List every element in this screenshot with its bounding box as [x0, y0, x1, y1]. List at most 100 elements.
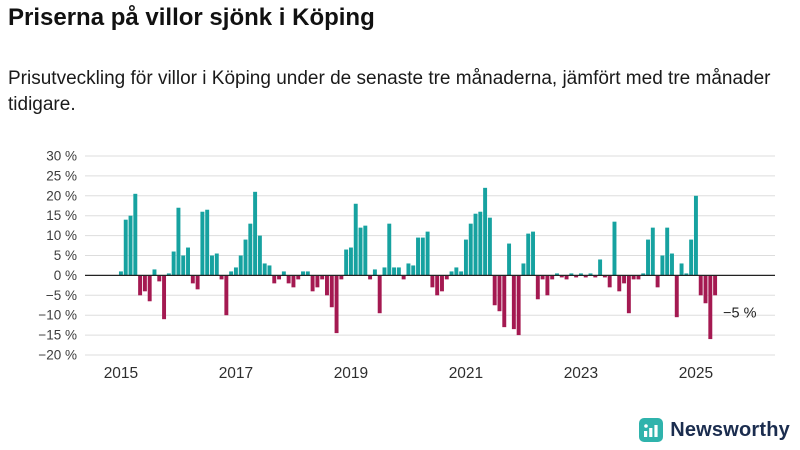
data-bar	[229, 271, 234, 276]
data-bar	[267, 265, 272, 276]
data-bar	[449, 271, 454, 276]
data-bar	[435, 275, 440, 296]
data-bar	[243, 239, 248, 276]
data-bar	[171, 251, 176, 276]
data-bar	[531, 231, 535, 276]
data-bar	[401, 275, 406, 280]
data-bar	[679, 263, 684, 276]
data-bar	[372, 269, 377, 276]
newsworthy-logo-icon	[639, 418, 664, 442]
data-bar	[368, 275, 373, 280]
data-bar	[559, 275, 564, 278]
data-bar	[444, 275, 449, 280]
data-bar	[353, 203, 358, 276]
data-bar	[262, 263, 267, 276]
data-bar	[655, 275, 660, 288]
data-bar	[238, 255, 243, 276]
data-bar	[186, 247, 190, 276]
data-bar	[545, 275, 550, 296]
data-bar	[176, 207, 181, 276]
data-bar	[670, 253, 674, 276]
data-bar	[315, 275, 320, 288]
data-bar	[162, 275, 167, 320]
data-bar	[277, 275, 282, 280]
y-axis-tick-label: −5 %	[46, 288, 77, 303]
data-bar	[420, 237, 425, 276]
y-axis-tick-label: 20 %	[46, 188, 77, 203]
data-bar	[253, 191, 258, 276]
data-bar	[698, 275, 703, 296]
y-axis-tick-label: −20 %	[38, 348, 77, 363]
data-bar	[257, 235, 262, 276]
data-bar	[377, 275, 382, 314]
data-bar	[713, 275, 718, 296]
data-bar	[478, 211, 483, 276]
data-bar	[224, 275, 229, 316]
data-bar	[636, 275, 641, 280]
x-axis-year-label: 2023	[564, 365, 598, 382]
data-bar	[650, 227, 655, 276]
data-bar	[128, 215, 133, 276]
data-bar	[411, 265, 416, 276]
data-bar	[387, 223, 392, 276]
data-bar	[181, 255, 186, 276]
data-bar	[555, 273, 559, 276]
data-bar	[296, 275, 301, 280]
data-bar	[440, 275, 444, 292]
y-axis-tick-label: 30 %	[46, 149, 77, 164]
data-bar	[272, 275, 277, 284]
data-bar	[301, 271, 305, 276]
data-bar	[382, 267, 387, 276]
data-bar	[454, 267, 459, 276]
data-bar	[325, 275, 329, 296]
data-bar	[152, 269, 157, 276]
y-axis-tick-label: 0 %	[54, 268, 77, 283]
data-bar	[200, 211, 205, 276]
x-axis-year-label: 2021	[449, 365, 483, 382]
data-bar	[310, 275, 315, 292]
data-bar	[396, 267, 401, 276]
data-bar	[329, 275, 334, 308]
y-axis-tick-label: 10 %	[46, 228, 77, 243]
data-bar	[233, 267, 238, 276]
data-bar	[248, 223, 253, 276]
data-bar	[660, 255, 665, 276]
data-bar	[291, 275, 296, 288]
data-bar	[631, 275, 636, 280]
data-bar	[564, 275, 569, 280]
data-bar	[674, 275, 679, 318]
data-bar	[602, 275, 607, 278]
data-bar	[430, 275, 435, 288]
data-bar	[320, 275, 325, 280]
data-bar	[665, 227, 670, 276]
data-bar	[406, 263, 411, 276]
data-bar	[118, 271, 123, 276]
data-bar	[339, 275, 344, 280]
data-bar	[521, 263, 526, 276]
data-bar	[684, 273, 689, 276]
data-bar	[593, 275, 598, 278]
data-bar	[142, 275, 147, 292]
data-bar	[693, 195, 698, 276]
data-bar	[463, 239, 468, 276]
data-bar	[281, 271, 286, 276]
data-bar	[578, 273, 583, 276]
data-bar	[492, 275, 497, 306]
data-bar	[540, 275, 545, 280]
y-axis-tick-label: 5 %	[54, 248, 77, 263]
data-bar	[416, 237, 420, 276]
data-bar	[689, 239, 694, 276]
data-bar	[569, 273, 574, 276]
data-bar	[210, 255, 214, 276]
y-axis-tick-label: −15 %	[38, 328, 77, 343]
x-axis-year-label: 2019	[334, 365, 368, 382]
data-bar	[487, 217, 492, 276]
data-bar	[598, 259, 603, 276]
newsworthy-logo: Newsworthy	[639, 418, 790, 442]
data-bar	[483, 187, 488, 276]
data-bar	[190, 275, 195, 284]
data-bar	[334, 275, 339, 334]
data-bar	[286, 275, 291, 284]
